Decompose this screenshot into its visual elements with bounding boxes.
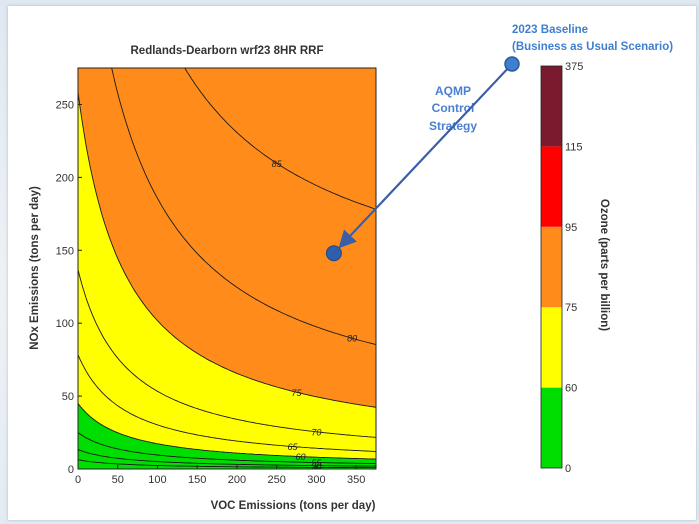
x-axis-label: VOC Emissions (tons per day) [211,500,376,512]
colorbar-tick-label-95: 95 [565,222,577,234]
y-tick-label-50: 50 [62,391,74,403]
contour-45 [78,459,376,469]
y-tick-label-150: 150 [56,245,74,257]
contour-70 [78,269,376,438]
x-tick-label-200: 200 [228,474,246,486]
colorbar-label: Ozone (parts per billion) [598,199,610,331]
contour-label-75: 75 [292,388,303,398]
contour-80 [111,68,376,346]
colorbar-band-95-115 [541,146,562,227]
plot-frame [77,67,377,470]
contour-label-65: 65 [288,442,299,452]
x-tick-label-350: 350 [347,474,365,486]
region-60-75 [78,92,376,469]
contour-label-70: 70 [311,427,321,437]
colorbar-band-75-95 [541,226,562,308]
control-strategy-arrow [338,63,513,249]
colorbar-band-115-375 [541,66,562,147]
colorbar-band-0-60 [541,387,562,468]
x-tick-label-300: 300 [307,474,325,486]
baseline-marker [504,56,520,72]
x-tick-label-150: 150 [188,474,206,486]
contour-75 [78,92,376,408]
colorbar-tick-label-75: 75 [565,302,577,314]
y-tick-label-250: 250 [56,99,74,111]
contour-65 [78,354,376,452]
colorbar-frame [540,65,563,469]
x-tick-label-50: 50 [112,474,124,486]
y-tick-label-0: 0 [68,464,74,476]
region-95-115 [78,0,376,68]
strategy-annotation-line1: AQMP [435,84,471,98]
x-tick-label-250: 250 [267,474,285,486]
strategy-marker [325,245,342,262]
y-tick-label-200: 200 [56,172,74,184]
colorbar-band-60-75 [541,307,562,388]
contour-label-85: 85 [272,159,283,169]
baseline-annotation-line2: (Business as Usual Scenario) [512,41,673,53]
contour-label-55: 55 [311,458,322,468]
colorbar-tick-label-375: 375 [565,61,583,73]
region-0-60 [78,403,376,469]
y-axis-label: NOx Emissions (tons per day) [29,186,41,350]
y-tick-label-100: 100 [56,318,74,330]
colorbar-tick-label-60: 60 [565,383,577,395]
contour-60 [78,403,376,460]
colorbar-tick-label-0: 0 [565,463,571,475]
baseline-annotation-line1: 2023 Baseline [512,24,588,36]
contour-label-80: 80 [347,334,357,344]
strategy-annotation-line2: Control [432,101,475,115]
contour-55 [78,432,376,465]
contour-85 [184,68,376,210]
chart-title: Redlands-Dearborn wrf23 8HR RRF [131,45,324,57]
colorbar-tick-label-115: 115 [565,141,583,153]
contour-label-60: 60 [295,452,305,462]
x-tick-label-100: 100 [148,474,166,486]
contour-50 [78,449,376,467]
x-tick-label-0: 0 [75,474,81,486]
